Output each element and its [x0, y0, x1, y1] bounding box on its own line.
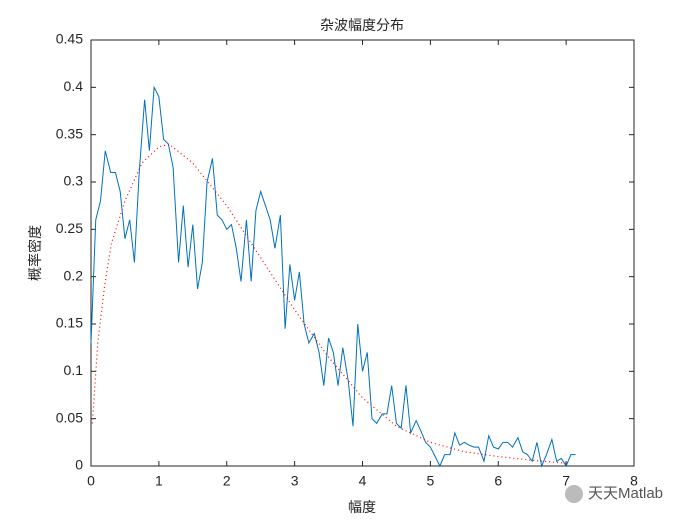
- x-tick-label: 7: [562, 473, 570, 489]
- watermark-icon: [565, 485, 583, 503]
- x-tick-label: 0: [87, 473, 95, 489]
- watermark: 天天Matlab: [565, 485, 663, 503]
- y-tick-label: 0.05: [56, 409, 83, 425]
- x-tick-label: 1: [155, 473, 163, 489]
- x-tick-label: 5: [426, 473, 434, 489]
- y-tick-label: 0.45: [56, 31, 83, 47]
- y-tick-label: 0: [75, 457, 83, 473]
- chart-title: 杂波幅度分布: [320, 18, 404, 34]
- series-line: [90, 85, 576, 468]
- x-tick-label: 2: [223, 473, 231, 489]
- y-tick-label: 0.25: [56, 220, 83, 236]
- watermark-text: 天天Matlab: [588, 485, 663, 502]
- x-tick-label: 3: [291, 473, 299, 489]
- x-tick-label: 8: [630, 473, 638, 489]
- x-tick-label: 4: [359, 473, 367, 489]
- y-tick-label: 0.2: [64, 267, 84, 283]
- y-tick-label: 0.35: [56, 125, 83, 141]
- y-axis-label: 概率密度: [27, 225, 44, 281]
- y-tick-label: 0.3: [64, 173, 84, 189]
- x-tick-label: 6: [494, 473, 502, 489]
- y-tick-label: 0.4: [64, 78, 84, 94]
- y-tick-label: 0.1: [64, 362, 84, 378]
- series-line: [91, 143, 567, 464]
- y-tick-label: 0.15: [56, 315, 83, 331]
- x-axis-label: 幅度: [348, 500, 376, 516]
